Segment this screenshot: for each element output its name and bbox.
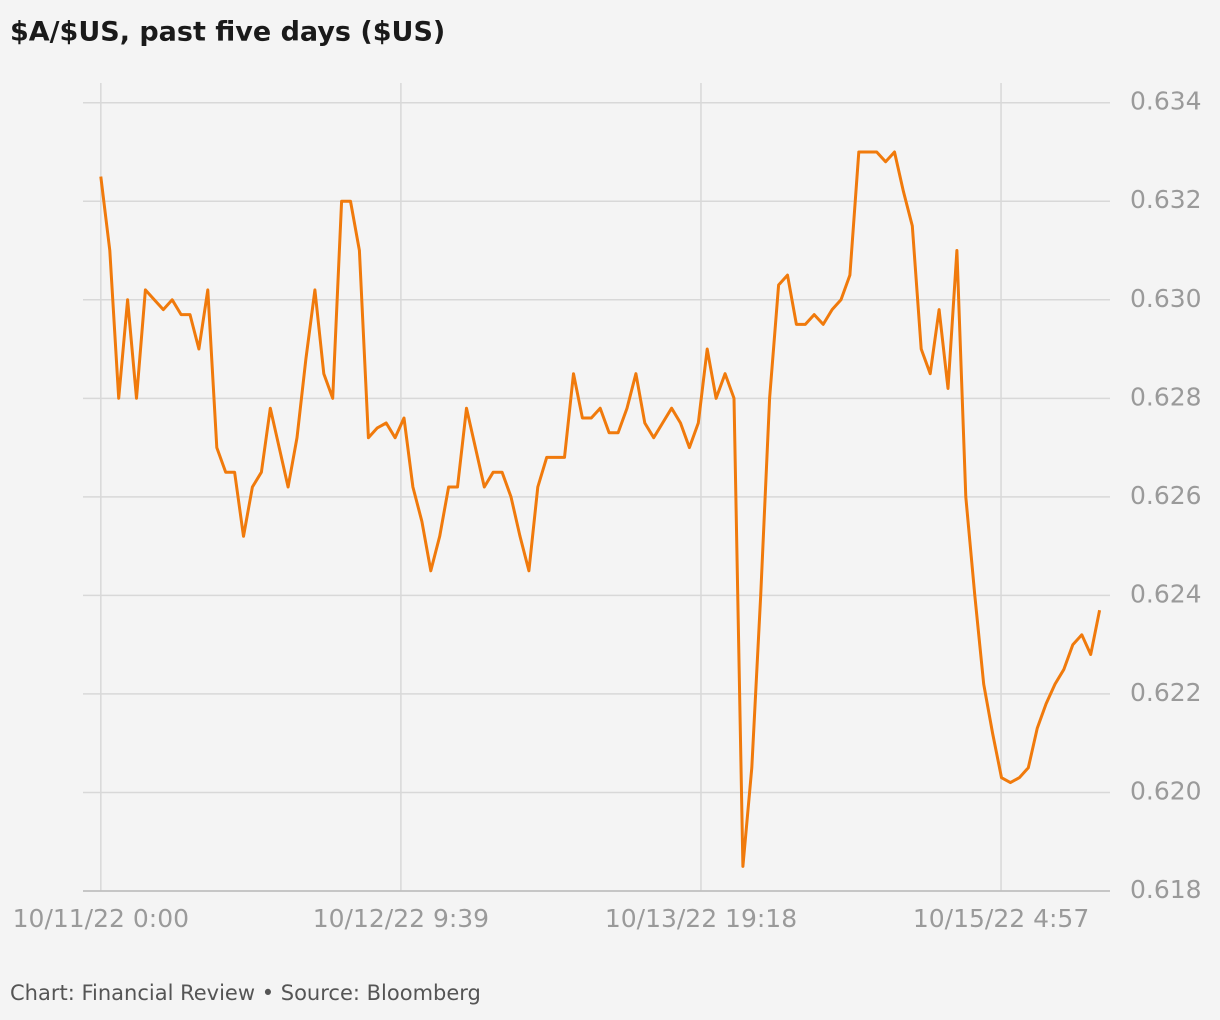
x-tick-label: 10/13/22 19:18 (605, 904, 797, 933)
y-tick-label: 0.618 (1130, 875, 1202, 904)
price-line (99, 150, 1102, 868)
chart-title: $A/$US, past five days ($US) (10, 17, 445, 48)
y-tick-label: 0.620 (1130, 776, 1202, 805)
y-tick-label: 0.632 (1130, 185, 1202, 214)
x-tick-label: 10/11/22 0:00 (13, 904, 189, 933)
x-tick-label: 10/12/22 9:39 (313, 904, 489, 933)
y-tick-label: 0.626 (1130, 481, 1202, 510)
x-tick-label: 10/15/22 4:57 (913, 904, 1089, 933)
y-tick-label: 0.634 (1130, 87, 1202, 116)
y-tick-label: 0.622 (1130, 678, 1202, 707)
y-tick-label: 0.624 (1130, 579, 1202, 608)
y-tick-label: 0.628 (1130, 382, 1202, 411)
y-tick-label: 0.630 (1130, 284, 1202, 313)
source-note: Chart: Financial Review • Source: Bloomb… (10, 981, 481, 1005)
